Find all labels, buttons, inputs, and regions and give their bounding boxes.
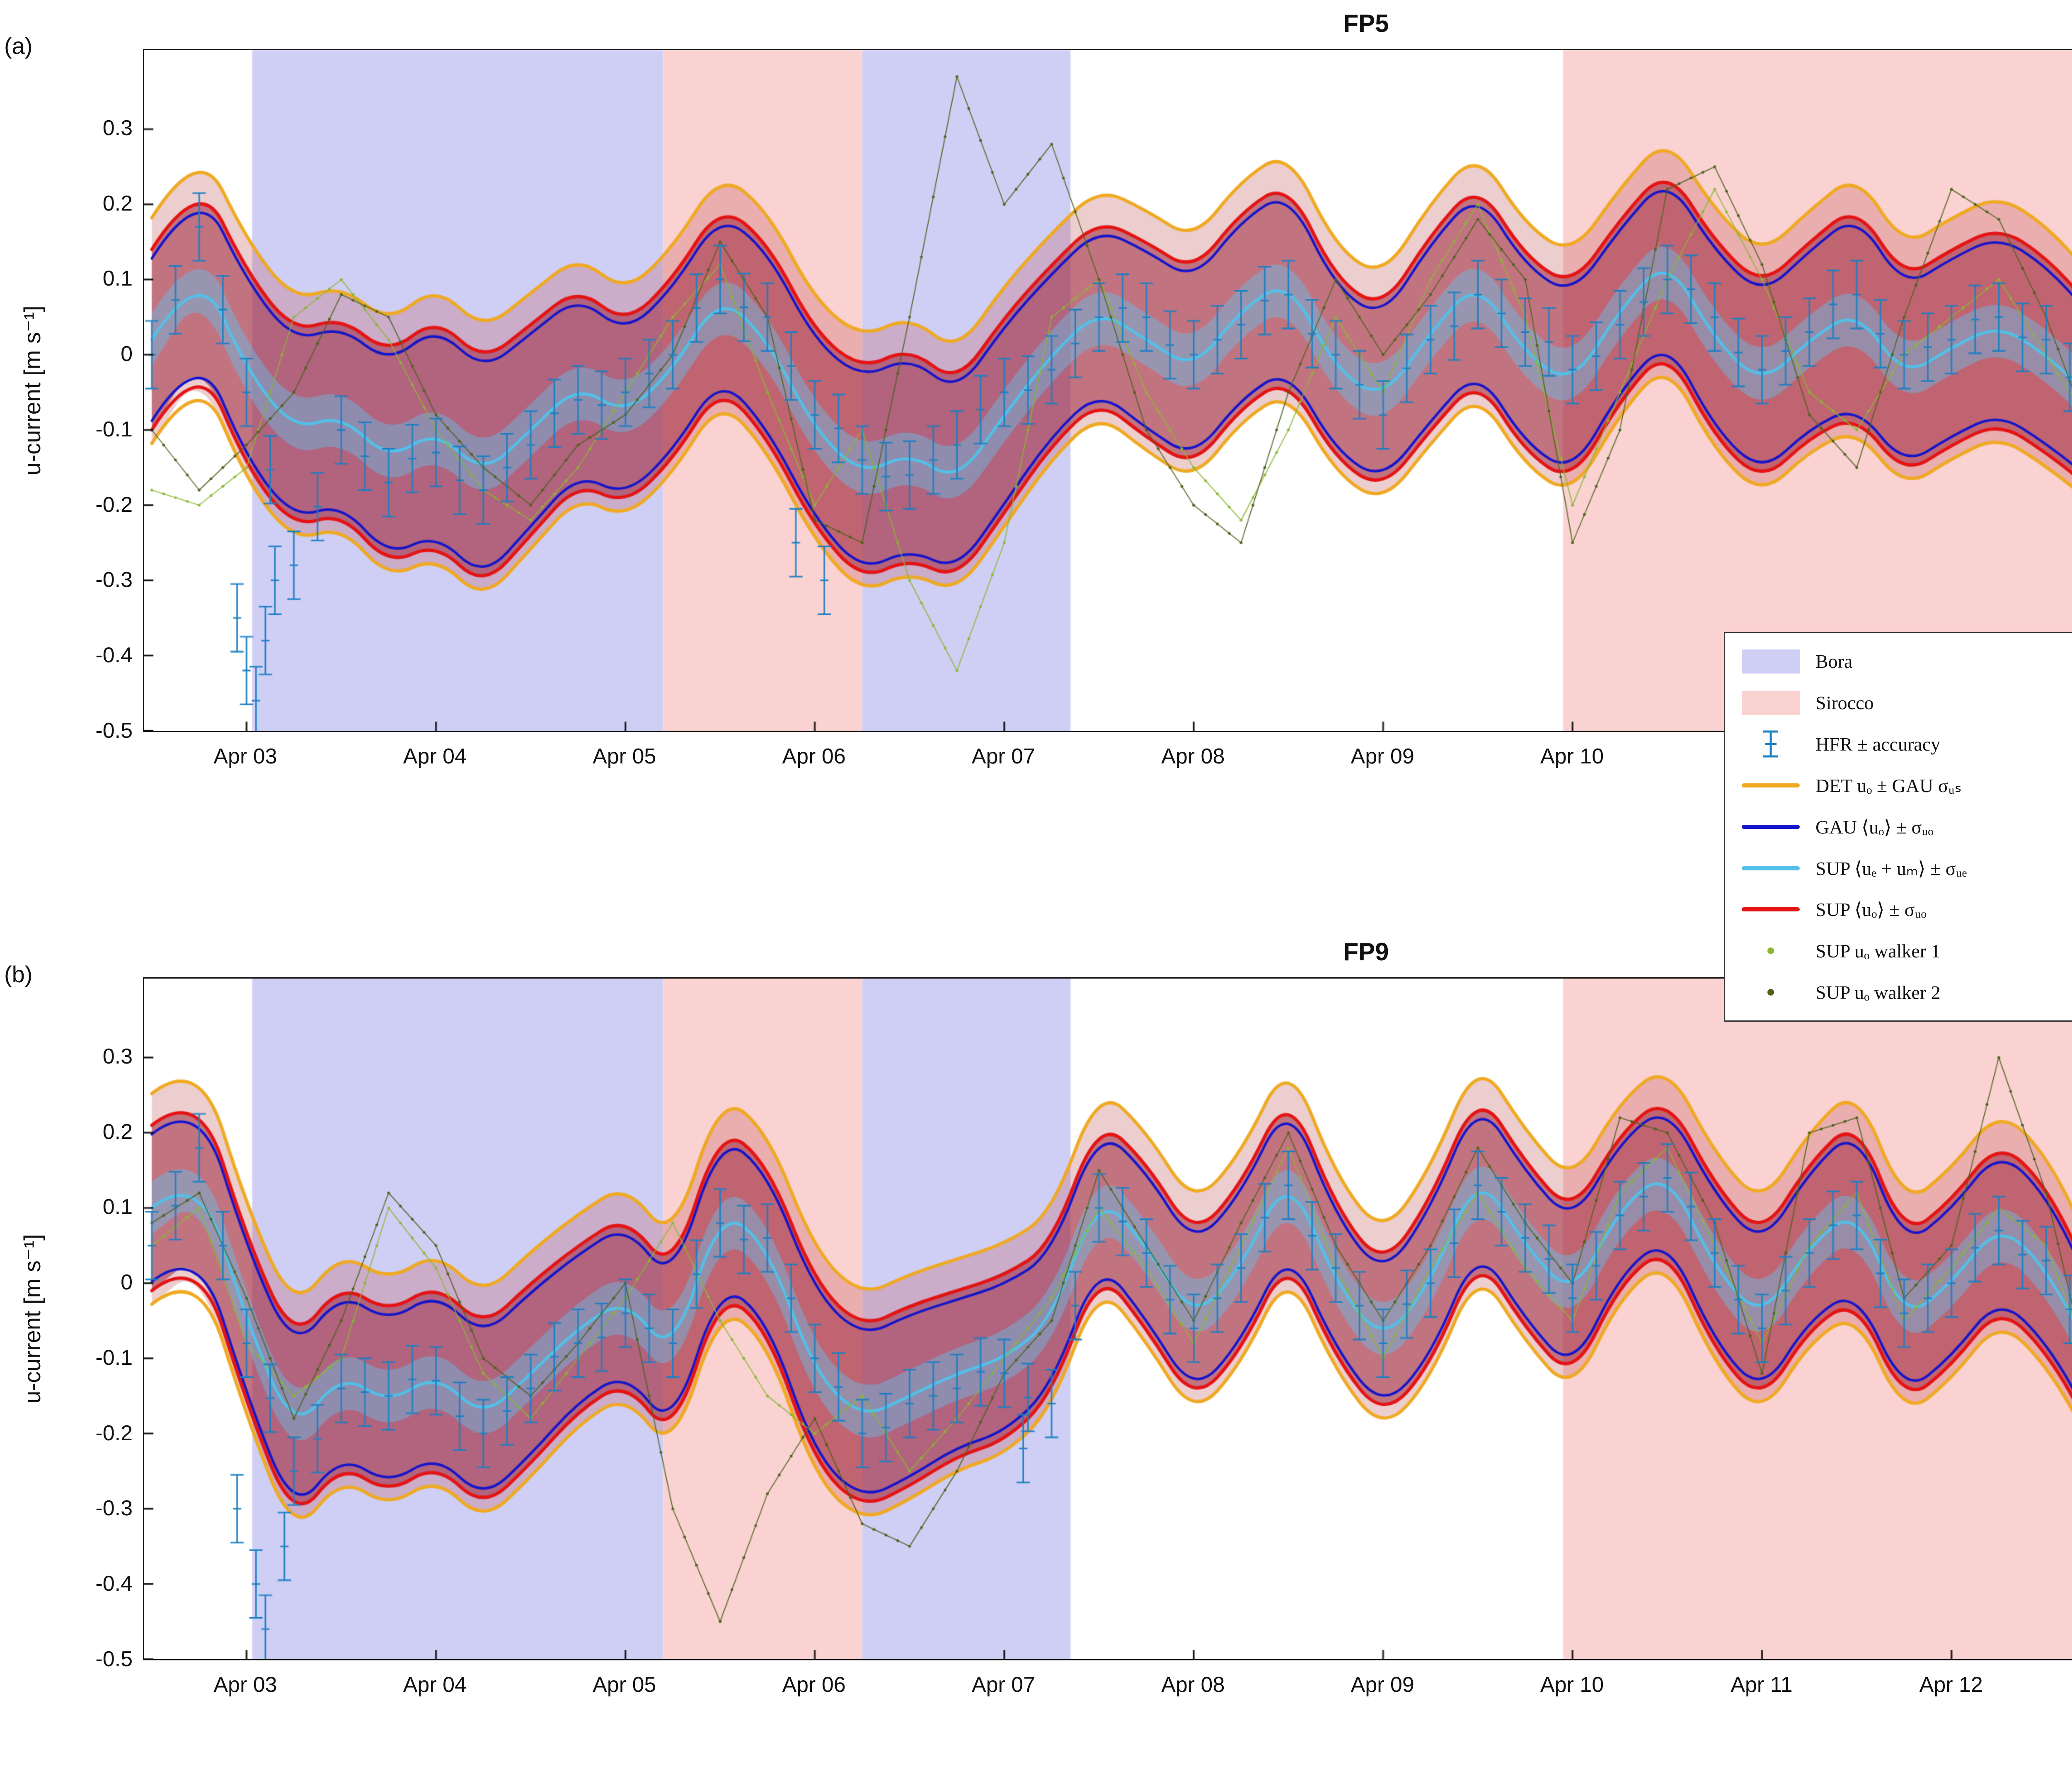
x-tick-label-b: Apr 08 [1161, 1673, 1225, 1697]
y-tick-label-a: -0.4 [95, 643, 133, 668]
y-tick-label-b: -0.4 [95, 1572, 133, 1596]
x-tick-label-b: Apr 09 [1351, 1673, 1414, 1697]
legend-box: Bora Sirocco HFR ± accuracy DET uₒ ± GAU σᵤ… [1724, 632, 2072, 1022]
x-tick-label-a: Apr 03 [213, 744, 277, 768]
panel-b-title: FP9 [1343, 938, 1389, 966]
legend-item-det: DET uₒ ± GAU σᵤₛ [1736, 766, 2072, 805]
x-tick-label-b: Apr 03 [213, 1673, 277, 1697]
x-tick-label-a: Apr 08 [1161, 744, 1225, 768]
y-tick-label-a: 0.1 [102, 267, 133, 291]
legend-label-hfr: HFR ± accuracy [1815, 733, 1941, 755]
x-tick-label-b: Apr 05 [593, 1673, 656, 1697]
legend-item-walker1: SUP uₒ walker 1 [1736, 931, 2072, 971]
fp5-plot-canvas [144, 50, 2072, 731]
x-tick-label-a: Apr 06 [782, 744, 846, 768]
x-tick-label-b: Apr 12 [1919, 1673, 1983, 1697]
panel-a-letter: (a) [4, 33, 33, 59]
sirocco-patch-icon [1742, 691, 1800, 715]
y-tick-label-b: 0.2 [102, 1119, 133, 1144]
y-tick-label-b: 0 [121, 1270, 133, 1295]
x-tick-label-b: Apr 10 [1540, 1673, 1604, 1697]
sup-em-line-icon [1742, 866, 1800, 870]
x-tick-label-a: Apr 09 [1351, 744, 1414, 768]
y-tick-label-a: -0.2 [95, 492, 133, 517]
y-tick-label-b: -0.5 [95, 1647, 133, 1671]
legend-item-sup-em: SUP ⟨uₑ + uₘ⟩ ± σᵤₑ [1736, 848, 2072, 888]
legend-item-sup: SUP ⟨uₒ⟩ ± σᵤₒ [1736, 889, 2072, 929]
x-tick-label-a: Apr 05 [593, 744, 656, 768]
walker1-dot-icon [1767, 947, 1774, 955]
sup-swatch [1736, 907, 1806, 912]
x-tick-label-a: Apr 04 [403, 744, 467, 768]
y-tick-label-a: -0.1 [95, 417, 133, 441]
legend-item-sirocco: Sirocco [1736, 683, 2072, 723]
x-tick-label-a: Apr 10 [1540, 744, 1604, 768]
x-tick-label-b: Apr 06 [782, 1673, 846, 1697]
y-tick-label-b: 0.1 [102, 1195, 133, 1219]
y-tick-label-a: 0.2 [102, 191, 133, 216]
x-tick-label-b: Apr 04 [403, 1673, 467, 1697]
legend-item-bora: Bora [1736, 642, 2072, 681]
y-tick-label-a: -0.3 [95, 568, 133, 592]
legend-label-sup-em: SUP ⟨uₑ + uₘ⟩ ± σᵤₑ [1815, 858, 1967, 879]
panel-a-y-axis-label: u-current [m s⁻¹] [19, 305, 45, 475]
x-tick-label-a: Apr 07 [971, 744, 1036, 768]
panel-b-y-axis-label: u-current [m s⁻¹] [19, 1234, 45, 1404]
y-tick-label-a: -0.5 [95, 719, 133, 743]
legend-item-walker2: SUP uₒ walker 2 [1736, 972, 2072, 1012]
legend-label-gau: GAU ⟨uₒ⟩ ± σᵤₒ [1815, 816, 1934, 838]
walker1-swatch [1736, 947, 1806, 955]
y-tick-label-b: -0.1 [95, 1345, 133, 1370]
legend-label-bora: Bora [1815, 651, 1853, 672]
walker2-dot-icon [1767, 989, 1774, 996]
y-tick-label-a: 0 [121, 342, 133, 366]
legend-item-hfr: HFR ± accuracy [1736, 724, 2072, 764]
legend-label-walker1: SUP uₒ walker 1 [1815, 940, 1941, 962]
panel-b-plot-area [143, 977, 2072, 1660]
legend-label-walker2: SUP uₒ walker 2 [1815, 981, 1941, 1003]
panel-b-letter: (b) [4, 961, 33, 987]
det-swatch [1736, 783, 1806, 788]
x-tick-label-b: Apr 07 [971, 1673, 1036, 1697]
det-line-icon [1742, 783, 1800, 788]
panel-a-title: FP5 [1343, 10, 1389, 37]
legend-item-gau: GAU ⟨uₒ⟩ ± σᵤₒ [1736, 807, 2072, 847]
fp9-plot-canvas [144, 979, 2072, 1659]
y-tick-label-a: 0.3 [102, 116, 133, 140]
bora-patch-icon [1742, 649, 1800, 674]
sup-em-swatch [1736, 866, 1806, 870]
gau-swatch [1736, 824, 1806, 829]
y-tick-label-b: 0.3 [102, 1044, 133, 1069]
hfr-errorbar-icon [1763, 730, 1778, 758]
sup-line-icon [1742, 907, 1800, 912]
y-tick-label-b: -0.2 [95, 1421, 133, 1445]
legend-label-sirocco: Sirocco [1815, 692, 1874, 714]
walker2-swatch [1736, 989, 1806, 996]
panel-a-plot-area [143, 49, 2072, 732]
hfr-swatch [1736, 729, 1806, 759]
legend-label-sup: SUP ⟨uₒ⟩ ± σᵤₒ [1815, 899, 1927, 921]
sirocco-swatch [1736, 691, 1806, 715]
y-tick-label-b: -0.3 [95, 1496, 133, 1521]
x-tick-label-b: Apr 11 [1731, 1673, 1793, 1697]
bora-swatch [1736, 649, 1806, 674]
legend-label-det: DET uₒ ± GAU σᵤₛ [1815, 775, 1962, 797]
gau-line-icon [1742, 824, 1800, 829]
